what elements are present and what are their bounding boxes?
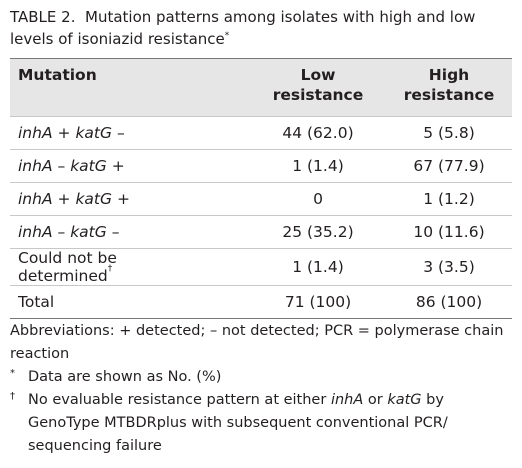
high-cell: 67 (77.9) — [386, 149, 512, 183]
low-cell: 71 (100) — [188, 285, 386, 319]
sign: + — [111, 157, 125, 175]
mutation-cell: inhA + katG – — [10, 116, 188, 150]
table-row: Total 71 (100) 86 (100) — [10, 285, 512, 319]
sign: – — [57, 157, 66, 175]
title-label: TABLE 2. — [10, 8, 76, 26]
row-label: Total — [18, 293, 55, 311]
table-row: inhA + katG –44 (62.0) 5 (5.8) — [10, 116, 512, 150]
footnote-text: No evaluable resistance pattern at eithe… — [28, 389, 515, 458]
mutation-cell: Total — [10, 285, 188, 319]
footnote-part: Data are shown as No. (%) — [28, 369, 222, 385]
table-row: Could not be determined† 1 (1.4) 3 (3.5) — [10, 248, 512, 286]
low-cell: 1 (1.4) — [188, 248, 386, 286]
footnotes: Abbreviations: + detected; – not detecte… — [10, 320, 515, 458]
footnote-mark: † — [10, 391, 15, 402]
sign: + — [57, 124, 71, 142]
high-cell: 86 (100) — [386, 285, 512, 319]
column-header: Mutation — [10, 58, 188, 117]
table-row: inhA – katG –25 (35.2) 10 (11.6) — [10, 215, 512, 249]
table-row: inhA – katG +1 (1.4) 67 (77.9) — [10, 149, 512, 183]
gene: katG — [75, 124, 113, 142]
sign: – — [116, 124, 125, 142]
row-label: Could not be determined — [18, 249, 117, 285]
sign: – — [57, 223, 66, 241]
gene: inhA — [18, 157, 53, 175]
sign: – — [111, 223, 120, 241]
gene: inhA — [18, 223, 53, 241]
sign: + — [57, 190, 71, 208]
low-cell: 25 (35.2) — [188, 215, 386, 249]
low-cell: 1 (1.4) — [188, 149, 386, 183]
high-cell: 5 (5.8) — [386, 116, 512, 150]
high-cell: 10 (11.6) — [386, 215, 512, 249]
low-cell: 0 — [188, 182, 386, 216]
gene: inhA — [18, 124, 53, 142]
table-title: TABLE 2. Mutation patterns among isolate… — [10, 6, 510, 50]
footnote-part: inhA — [330, 392, 364, 408]
table-row: inhA + katG +0 1 (1.2) — [10, 182, 512, 216]
footnote: * Data are shown as No. (%) — [10, 366, 515, 389]
high-cell: 3 (3.5) — [386, 248, 512, 286]
gene: katG — [70, 223, 107, 241]
column-header: Low resistance — [188, 58, 386, 117]
mutation-cell: inhA – katG – — [10, 215, 188, 249]
footnote-part: by GenoType MTBDRplus with subsequent co… — [28, 392, 448, 454]
gene: katG — [75, 190, 113, 208]
footnote-part: katG — [387, 392, 422, 408]
title-text: Mutation patterns among isolates with hi… — [10, 8, 476, 48]
footnote-part: No evaluable resistance pattern at eithe… — [28, 392, 331, 408]
gene: katG — [70, 157, 107, 175]
high-cell: 1 (1.2) — [386, 182, 512, 216]
title-mark: * — [224, 31, 230, 41]
low-cell: 44 (62.0) — [188, 116, 386, 150]
gene: inhA — [18, 190, 53, 208]
footnote-part: or — [363, 392, 388, 408]
footnote-text: Data are shown as No. (%) — [28, 366, 221, 389]
footnote-mark: * — [10, 368, 15, 379]
footnote-mark: † — [107, 264, 113, 274]
abbreviations: Abbreviations: + detected; – not detecte… — [10, 323, 504, 362]
sign: + — [116, 190, 130, 208]
mutation-cell: inhA – katG + — [10, 149, 188, 183]
mutation-cell: Could not be determined† — [10, 248, 188, 286]
table: Mutation Low resistance High resistance … — [10, 58, 512, 319]
column-header: High resistance — [386, 58, 512, 117]
mutation-cell: inhA + katG + — [10, 182, 188, 216]
footnote: † No evaluable resistance pattern at eith… — [10, 389, 515, 458]
